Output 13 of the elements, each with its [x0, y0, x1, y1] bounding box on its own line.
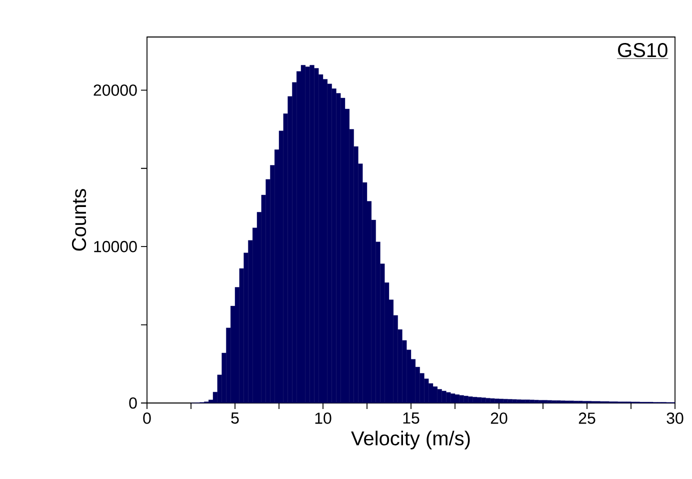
y-tick-label: 20000 [94, 84, 137, 96]
x-tick-label: 15 [403, 412, 420, 424]
y-tick-label: 0 [129, 397, 137, 409]
x-tick-label: 20 [490, 412, 508, 424]
x-axis-title: Velocity (m/s) [351, 430, 470, 450]
y-tick-label: 10000 [94, 240, 137, 252]
x-tick-label: 5 [231, 412, 239, 424]
x-tick-label: 25 [578, 412, 596, 424]
x-tick-label: 0 [143, 412, 151, 424]
annotation: GS10 [618, 43, 668, 58]
y-axis-title: Counts [72, 189, 86, 251]
x-tick-label: 10 [315, 412, 332, 424]
x-tick-label: 30 [666, 412, 684, 424]
